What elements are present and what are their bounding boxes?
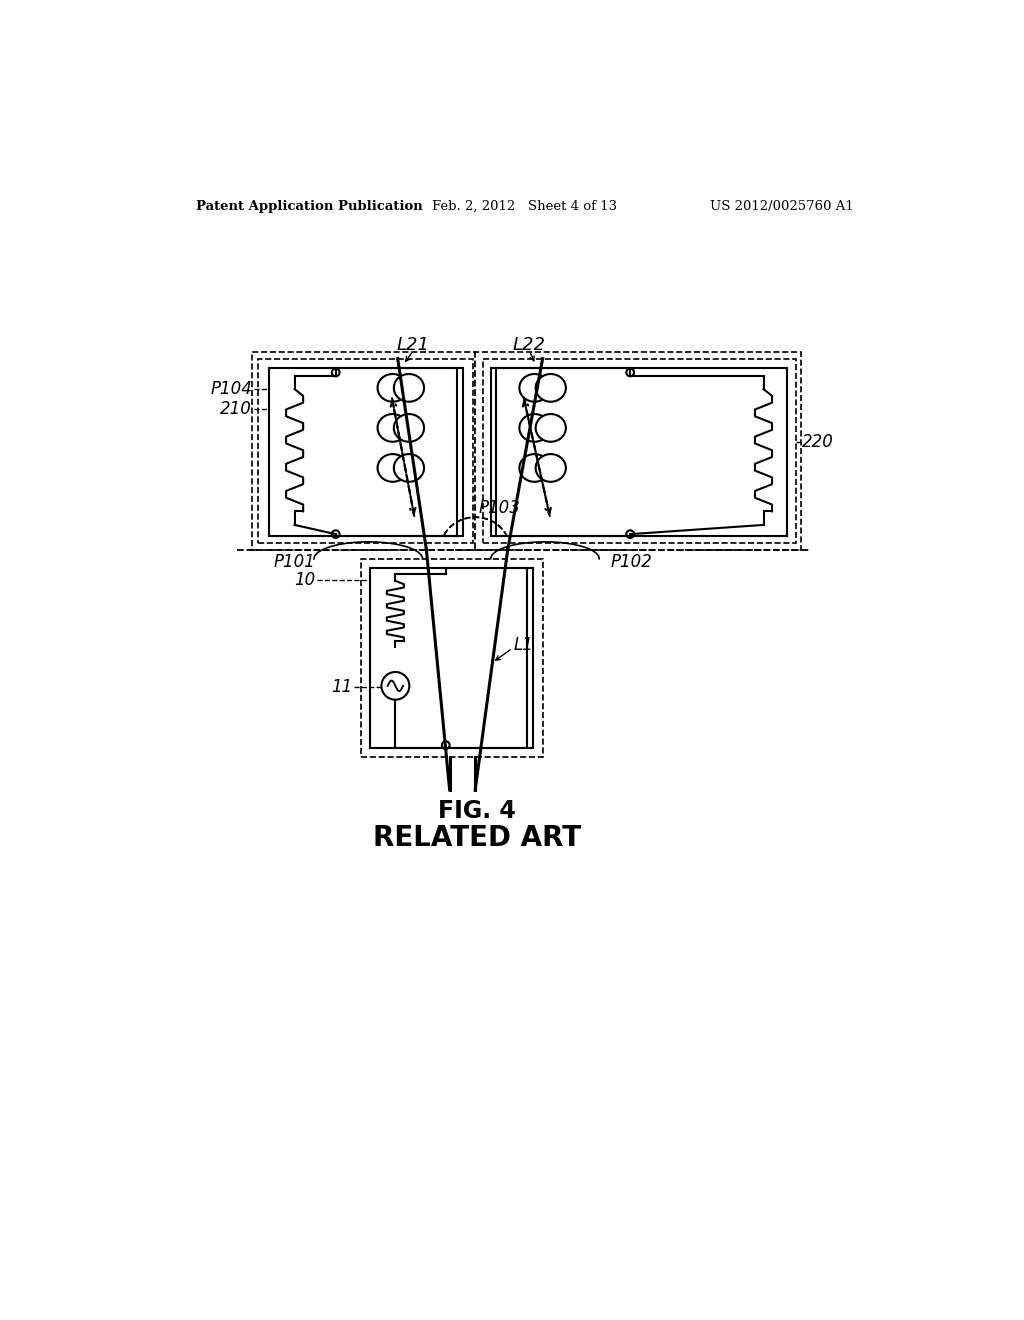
Text: P103: P103 bbox=[478, 499, 520, 517]
Text: RELATED ART: RELATED ART bbox=[373, 824, 581, 851]
Ellipse shape bbox=[519, 374, 550, 401]
Text: L21: L21 bbox=[396, 335, 430, 354]
Text: FIG. 4: FIG. 4 bbox=[438, 800, 516, 824]
Bar bbox=[258, 359, 473, 544]
Ellipse shape bbox=[394, 454, 424, 482]
Text: 10: 10 bbox=[294, 572, 315, 589]
Bar bbox=[370, 568, 532, 748]
Ellipse shape bbox=[394, 374, 424, 401]
Ellipse shape bbox=[536, 454, 566, 482]
Bar bbox=[360, 558, 543, 758]
Bar bbox=[490, 368, 786, 536]
Bar bbox=[269, 368, 463, 536]
Ellipse shape bbox=[378, 374, 408, 401]
Text: Patent Application Publication: Patent Application Publication bbox=[197, 199, 423, 213]
Ellipse shape bbox=[519, 414, 550, 442]
Text: L1: L1 bbox=[514, 636, 534, 653]
Ellipse shape bbox=[536, 414, 566, 442]
Text: P101: P101 bbox=[273, 553, 315, 570]
Bar bbox=[483, 359, 796, 544]
Text: Feb. 2, 2012   Sheet 4 of 13: Feb. 2, 2012 Sheet 4 of 13 bbox=[432, 199, 617, 213]
Bar bbox=[252, 352, 801, 549]
Text: 220: 220 bbox=[802, 433, 835, 450]
Ellipse shape bbox=[536, 374, 566, 401]
Text: P104: P104 bbox=[210, 380, 252, 399]
Ellipse shape bbox=[378, 414, 408, 442]
Ellipse shape bbox=[394, 414, 424, 442]
Text: 210: 210 bbox=[220, 400, 252, 417]
Text: 11: 11 bbox=[332, 677, 352, 696]
Ellipse shape bbox=[378, 454, 408, 482]
Text: P102: P102 bbox=[610, 553, 652, 570]
Text: US 2012/0025760 A1: US 2012/0025760 A1 bbox=[710, 199, 853, 213]
Ellipse shape bbox=[519, 454, 550, 482]
Text: L22: L22 bbox=[513, 335, 546, 354]
